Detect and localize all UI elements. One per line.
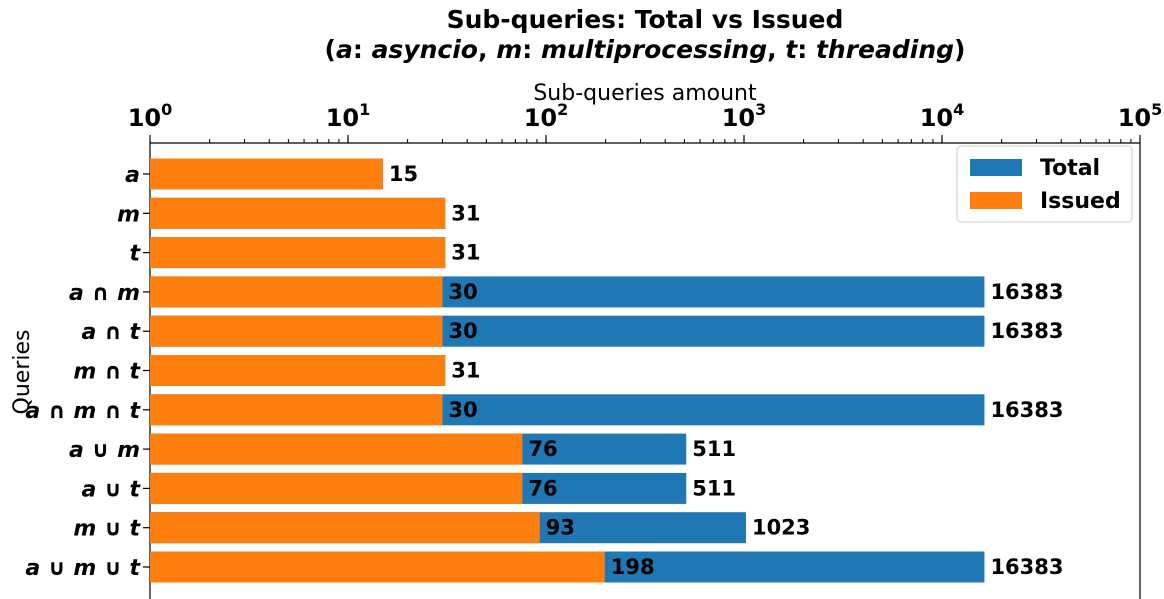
total-value-label: 31: [451, 241, 480, 265]
issued-value-label: 30: [448, 319, 477, 343]
category-label: m ∪ t: [73, 517, 141, 542]
total-value-label: 16383: [990, 319, 1063, 343]
chart-title-line2: (a: asyncio, m: multiprocessing, t: thre…: [325, 35, 966, 64]
y-axis-label: Queries: [10, 330, 35, 415]
category-label: a ∩ t: [81, 320, 141, 345]
total-value-label: 16383: [990, 398, 1063, 422]
bar-issued: [150, 512, 540, 544]
legend: Total Issued: [956, 145, 1133, 223]
bar-issued: [150, 472, 523, 504]
x-tick-label: 105: [1118, 100, 1163, 132]
x-tick-label: 104: [920, 100, 965, 132]
category-label: a ∪ t: [81, 477, 141, 502]
legend-swatch: [970, 192, 1022, 209]
total-value-label: 511: [692, 437, 736, 461]
total-value-label: 511: [692, 476, 736, 500]
issued-value-label: 30: [448, 398, 477, 422]
total-value-label: 1023: [752, 516, 810, 540]
plot-area: 100 101 102 103 104 105 a 15 m 31 t 31 a ∩ m 16383 30 a…: [25, 100, 1162, 599]
issued-value-label: 76: [528, 476, 557, 500]
category-label: a ∪ m: [69, 438, 140, 463]
category-label: m: [117, 202, 140, 227]
total-value-label: 31: [451, 201, 480, 225]
issued-value-label: 93: [546, 516, 575, 540]
total-value-label: 31: [451, 359, 480, 383]
x-tick-label: 100: [128, 100, 173, 132]
category-label: a: [125, 163, 140, 188]
bar-issued: [150, 237, 446, 269]
chart-title-line1: Sub-queries: Total vs Issued: [447, 5, 844, 34]
bar-issued: [150, 197, 446, 229]
total-value-label: 16383: [990, 555, 1063, 579]
x-tick-label: 101: [326, 100, 371, 132]
bar-issued: [150, 276, 443, 308]
total-value-label: 16383: [990, 280, 1063, 304]
bar-issued: [150, 315, 443, 347]
category-label: a ∩ m: [69, 281, 140, 306]
bar-issued: [150, 158, 383, 190]
bar-issued: [150, 355, 446, 386]
total-value-label: 15: [389, 162, 418, 186]
legend-label: Total: [1040, 156, 1100, 181]
legend-label: Issued: [1040, 189, 1121, 214]
category-label: a ∩ m ∩ t: [25, 399, 141, 424]
category-label: m ∩ t: [73, 360, 141, 385]
legend-swatch: [970, 159, 1022, 176]
x-tick-label: 102: [524, 100, 569, 132]
bar-issued: [150, 551, 605, 583]
issued-value-label: 76: [528, 437, 557, 461]
x-tick-label: 103: [722, 100, 767, 132]
issued-value-label: 198: [611, 555, 655, 579]
category-label: a ∪ m ∪ t: [25, 556, 141, 581]
bar-issued: [150, 394, 443, 426]
category-label: t: [129, 242, 141, 267]
bar-issued: [150, 433, 523, 465]
issued-value-label: 30: [448, 280, 477, 304]
x-axis-label: Sub-queries amount: [533, 81, 757, 106]
